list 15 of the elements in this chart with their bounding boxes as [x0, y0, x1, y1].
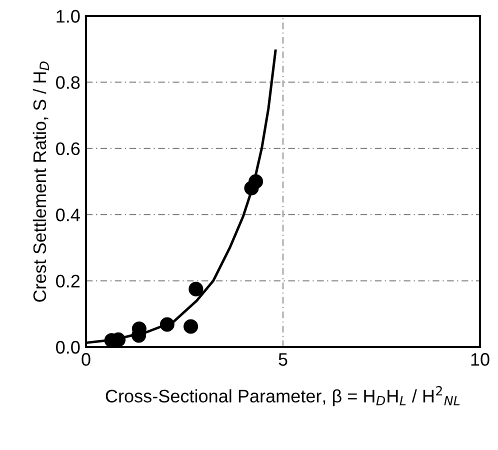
y-tick-label: 0.4 — [56, 208, 80, 222]
point — [184, 319, 198, 334]
y-axis-title: Crest Settlement Ratio, S / H$_{D}$ — [32, 62, 49, 302]
x-tick-label: 0 — [82, 353, 90, 366]
y-tick-label: 0.6 — [56, 142, 80, 156]
y-tick-label: 1.0 — [56, 10, 80, 23]
point — [188, 282, 204, 296]
x-tick-label: 5 — [278, 353, 288, 366]
x-tick-label: 10 — [471, 353, 490, 366]
x-axis-title: Cross-Sectional Parameter, β = H$_{D}$H$_{L}$ / H$^{2}$$_{NL}$ — [106, 386, 460, 406]
y-tick-label: 0.8 — [56, 76, 80, 89]
point — [160, 317, 174, 332]
y-tick-label: 0.2 — [56, 274, 80, 288]
y-tick-label: 0.0 — [56, 340, 80, 354]
point — [248, 174, 264, 189]
